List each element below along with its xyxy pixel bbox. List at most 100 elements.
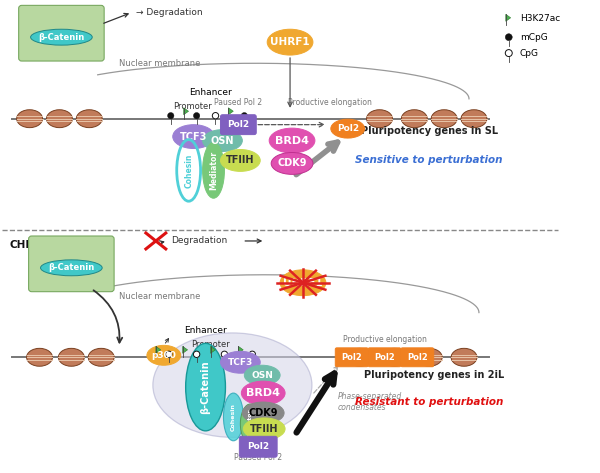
Text: Productive elongation: Productive elongation	[288, 98, 372, 107]
Text: Mediator: Mediator	[248, 408, 253, 440]
Circle shape	[505, 50, 512, 57]
Polygon shape	[184, 108, 188, 115]
Ellipse shape	[244, 418, 285, 440]
Ellipse shape	[41, 260, 102, 276]
FancyBboxPatch shape	[29, 236, 114, 292]
Text: Phase-separated
condensates: Phase-separated condensates	[338, 392, 402, 412]
Text: β-Catenin: β-Catenin	[200, 360, 211, 414]
Text: Pluripotency genes in SL: Pluripotency genes in SL	[361, 126, 498, 136]
Text: GSK3 APC: GSK3 APC	[43, 20, 80, 29]
Ellipse shape	[267, 29, 313, 55]
Ellipse shape	[17, 110, 43, 128]
Ellipse shape	[382, 348, 407, 366]
Text: GSK3 APC: GSK3 APC	[52, 250, 91, 259]
Circle shape	[505, 34, 512, 41]
Text: TCF3: TCF3	[228, 358, 253, 367]
Ellipse shape	[203, 130, 242, 151]
Text: Promoter: Promoter	[173, 102, 212, 111]
Text: Paused Pol 2: Paused Pol 2	[234, 453, 283, 462]
Text: Enhancer: Enhancer	[189, 88, 232, 97]
Text: UHRF1: UHRF1	[283, 278, 323, 288]
Ellipse shape	[271, 152, 313, 175]
Text: Resistant to perturbation: Resistant to perturbation	[355, 397, 503, 407]
Text: TFIIH: TFIIH	[250, 424, 278, 434]
Circle shape	[167, 113, 174, 119]
Text: β-Catenin: β-Catenin	[48, 263, 94, 272]
Text: Paused Pol 2: Paused Pol 2	[214, 98, 262, 107]
Text: Cohesin: Cohesin	[231, 403, 236, 431]
Text: Pluripotency genes in 2iL: Pluripotency genes in 2iL	[364, 370, 505, 380]
Text: Pol2: Pol2	[407, 353, 428, 362]
Text: Pol2: Pol2	[341, 353, 362, 362]
Text: OSN: OSN	[251, 371, 273, 380]
Text: H3K27ac: H3K27ac	[520, 14, 560, 23]
Text: mCpG: mCpG	[520, 33, 547, 42]
Text: Nuclear membrane: Nuclear membrane	[119, 292, 200, 301]
Ellipse shape	[431, 110, 457, 128]
Ellipse shape	[185, 343, 226, 431]
FancyBboxPatch shape	[19, 5, 104, 61]
Ellipse shape	[401, 110, 427, 128]
Text: Pol2: Pol2	[374, 353, 395, 362]
Text: Enhancer: Enhancer	[184, 326, 227, 335]
Ellipse shape	[88, 348, 114, 366]
Text: Promoter: Promoter	[191, 341, 230, 350]
Ellipse shape	[242, 402, 284, 424]
Circle shape	[241, 113, 248, 119]
Polygon shape	[156, 346, 161, 353]
FancyBboxPatch shape	[239, 436, 277, 457]
Ellipse shape	[280, 270, 326, 296]
Ellipse shape	[173, 125, 215, 149]
Text: Pol2: Pol2	[227, 120, 250, 129]
Ellipse shape	[241, 381, 285, 405]
Text: BRD4: BRD4	[246, 388, 280, 398]
Ellipse shape	[241, 404, 260, 444]
Polygon shape	[238, 346, 243, 353]
Ellipse shape	[367, 110, 392, 128]
FancyBboxPatch shape	[220, 115, 256, 135]
Ellipse shape	[58, 348, 84, 366]
Text: OSN: OSN	[211, 136, 234, 146]
Text: AXIN: AXIN	[50, 10, 73, 19]
Text: BRD4: BRD4	[275, 136, 309, 146]
Ellipse shape	[46, 110, 73, 128]
Ellipse shape	[269, 128, 315, 153]
Ellipse shape	[347, 348, 373, 366]
Text: β-Catenin: β-Catenin	[38, 33, 85, 42]
Text: Productive elongation: Productive elongation	[343, 335, 427, 344]
Ellipse shape	[203, 142, 224, 198]
Ellipse shape	[26, 348, 52, 366]
Ellipse shape	[451, 348, 477, 366]
Text: CpG: CpG	[520, 49, 539, 58]
Text: CHIR: CHIR	[10, 240, 38, 250]
Text: → Degradation: → Degradation	[136, 8, 203, 17]
Text: Sensitive to perturbation: Sensitive to perturbation	[355, 156, 503, 166]
Circle shape	[166, 351, 172, 358]
Circle shape	[212, 113, 218, 119]
Text: p300: p300	[151, 351, 176, 360]
Ellipse shape	[416, 348, 442, 366]
Ellipse shape	[153, 333, 312, 438]
FancyBboxPatch shape	[401, 348, 434, 367]
Text: Pol2: Pol2	[247, 442, 269, 451]
Polygon shape	[211, 346, 215, 353]
Ellipse shape	[244, 365, 280, 385]
Polygon shape	[229, 108, 233, 115]
Text: Cohesin: Cohesin	[184, 153, 193, 188]
Ellipse shape	[147, 345, 181, 365]
Ellipse shape	[223, 393, 244, 441]
Text: CDK9: CDK9	[277, 158, 307, 168]
Polygon shape	[182, 346, 188, 353]
Text: AXIN: AXIN	[60, 240, 83, 249]
Circle shape	[221, 351, 227, 358]
Ellipse shape	[461, 110, 487, 128]
Text: UHRF1: UHRF1	[270, 37, 310, 47]
Ellipse shape	[220, 351, 260, 373]
FancyBboxPatch shape	[335, 348, 368, 367]
Text: Degradation: Degradation	[171, 236, 227, 245]
Ellipse shape	[220, 149, 260, 171]
Text: Mediator: Mediator	[209, 151, 218, 190]
Ellipse shape	[76, 110, 102, 128]
Text: CDK9: CDK9	[248, 408, 278, 418]
Circle shape	[193, 113, 200, 119]
